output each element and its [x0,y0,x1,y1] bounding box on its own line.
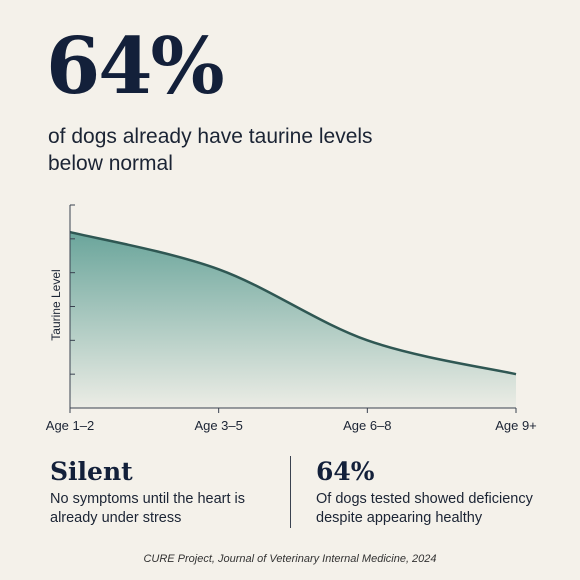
headline-text: of dogs already have taurine levels belo… [48,125,373,175]
stat-title: 64% [316,457,375,486]
divider [290,456,291,528]
x-tick-label: Age 1–2 [46,418,94,433]
area [70,232,516,408]
stat-title: Silent [50,457,133,486]
source: CURE Project, Journal of Veterinary Inte… [143,553,437,565]
stat-text: Of dogs tested showed deficiency despite… [316,491,533,526]
x-tick-label: Age 9+ [495,418,537,433]
x-tick-label: Age 6–8 [343,418,391,433]
y-axis-label: Taurine Level [49,269,63,340]
line [69,230,517,376]
headline-value: 64% [46,21,225,112]
x-tick-label: Age 3–5 [194,418,242,433]
stat-text: No symptoms until the heart is already u… [50,491,246,526]
